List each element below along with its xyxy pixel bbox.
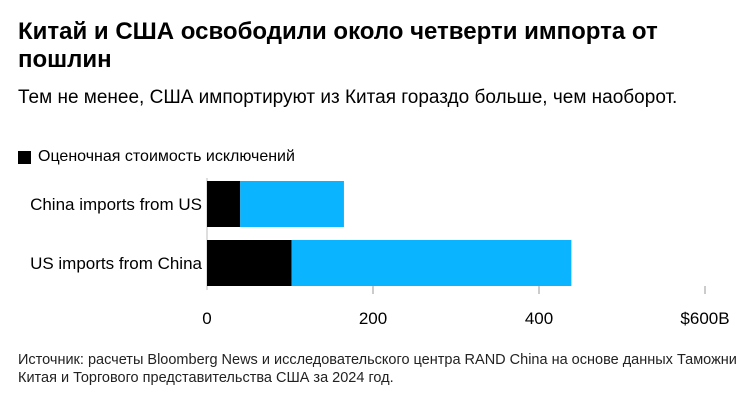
x-tick-label: $600B: [680, 309, 729, 328]
legend-label: Оценочная стоимость исключений: [38, 148, 295, 165]
x-tick-label: 0: [202, 309, 211, 328]
bar-segment-remaining-0: [240, 181, 344, 227]
category-label: China imports from US: [30, 195, 202, 214]
bar-segment-exempt-1: [207, 240, 292, 286]
legend-swatch: [18, 150, 31, 164]
legend: Оценочная стоимость исключений: [18, 147, 295, 167]
x-tick-label: 200: [359, 309, 387, 328]
category-label: US imports from China: [30, 254, 202, 273]
chart-subtitle: Тем не менее, США импортируют из Китая г…: [18, 87, 678, 108]
chart-title: Китай и США освободили около четверти им…: [18, 18, 658, 73]
source-note: Источник: расчеты Bloomberg News и иссле…: [18, 352, 737, 386]
bar-segment-remaining-1: [291, 240, 572, 286]
x-tick-label: 400: [525, 309, 553, 328]
bar-segment-exempt-0: [207, 181, 241, 227]
